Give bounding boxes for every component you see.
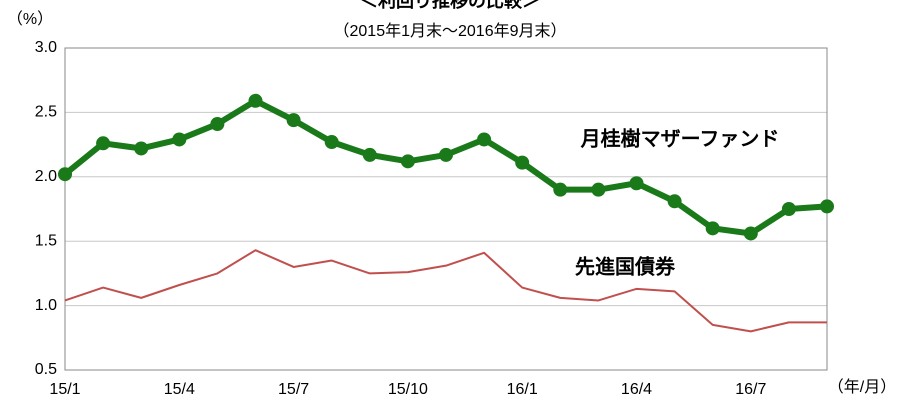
y-axis-label: （%） (7, 10, 53, 28)
data-point (667, 194, 682, 209)
data-point (362, 147, 377, 162)
x-tick-label: 15/4 (164, 381, 195, 398)
data-point (705, 221, 720, 236)
data-point (58, 167, 72, 182)
data-point (743, 226, 758, 241)
data-point (781, 202, 796, 216)
data-point (172, 132, 187, 147)
data-point (248, 93, 263, 108)
y-tick-label: 1.5 (35, 232, 57, 249)
x-tick-label: 15/7 (278, 381, 309, 398)
x-axis-label: （年/月） (828, 378, 896, 396)
data-point (629, 176, 644, 191)
data-point (439, 147, 453, 162)
series-label: 月桂樹マザーファンド (580, 126, 780, 150)
data-point (515, 155, 530, 170)
series-line (64, 249, 827, 333)
x-tick-label: 16/7 (735, 381, 766, 398)
y-tick-label: 2.5 (35, 104, 57, 121)
data-point (96, 136, 111, 151)
x-tick-label: 15/1 (49, 381, 80, 398)
chart-title: ＜利回り推移の比較＞ (360, 0, 540, 11)
y-tick-label: 3.0 (35, 39, 57, 56)
series-line (63, 97, 828, 237)
y-tick-label: 2.0 (35, 168, 57, 185)
x-tick-label: 15/10 (388, 381, 428, 398)
data-point (324, 135, 339, 150)
data-point (400, 154, 415, 169)
data-point (134, 141, 149, 156)
x-tick-label: 16/4 (621, 381, 652, 398)
series-label: 先進国債券 (575, 254, 676, 278)
data-point (286, 113, 301, 128)
data-point (591, 182, 606, 197)
data-point (477, 132, 492, 147)
plot-border (64, 47, 828, 371)
chart-subtitle: （2015年1月末～2016年9月末） (334, 22, 567, 40)
data-point (820, 199, 834, 214)
data-point (553, 182, 568, 197)
y-tick-label: 1.0 (35, 297, 57, 314)
x-tick-label: 16/1 (507, 381, 538, 398)
y-tick-label: 0.5 (35, 361, 57, 378)
data-point (210, 116, 225, 131)
